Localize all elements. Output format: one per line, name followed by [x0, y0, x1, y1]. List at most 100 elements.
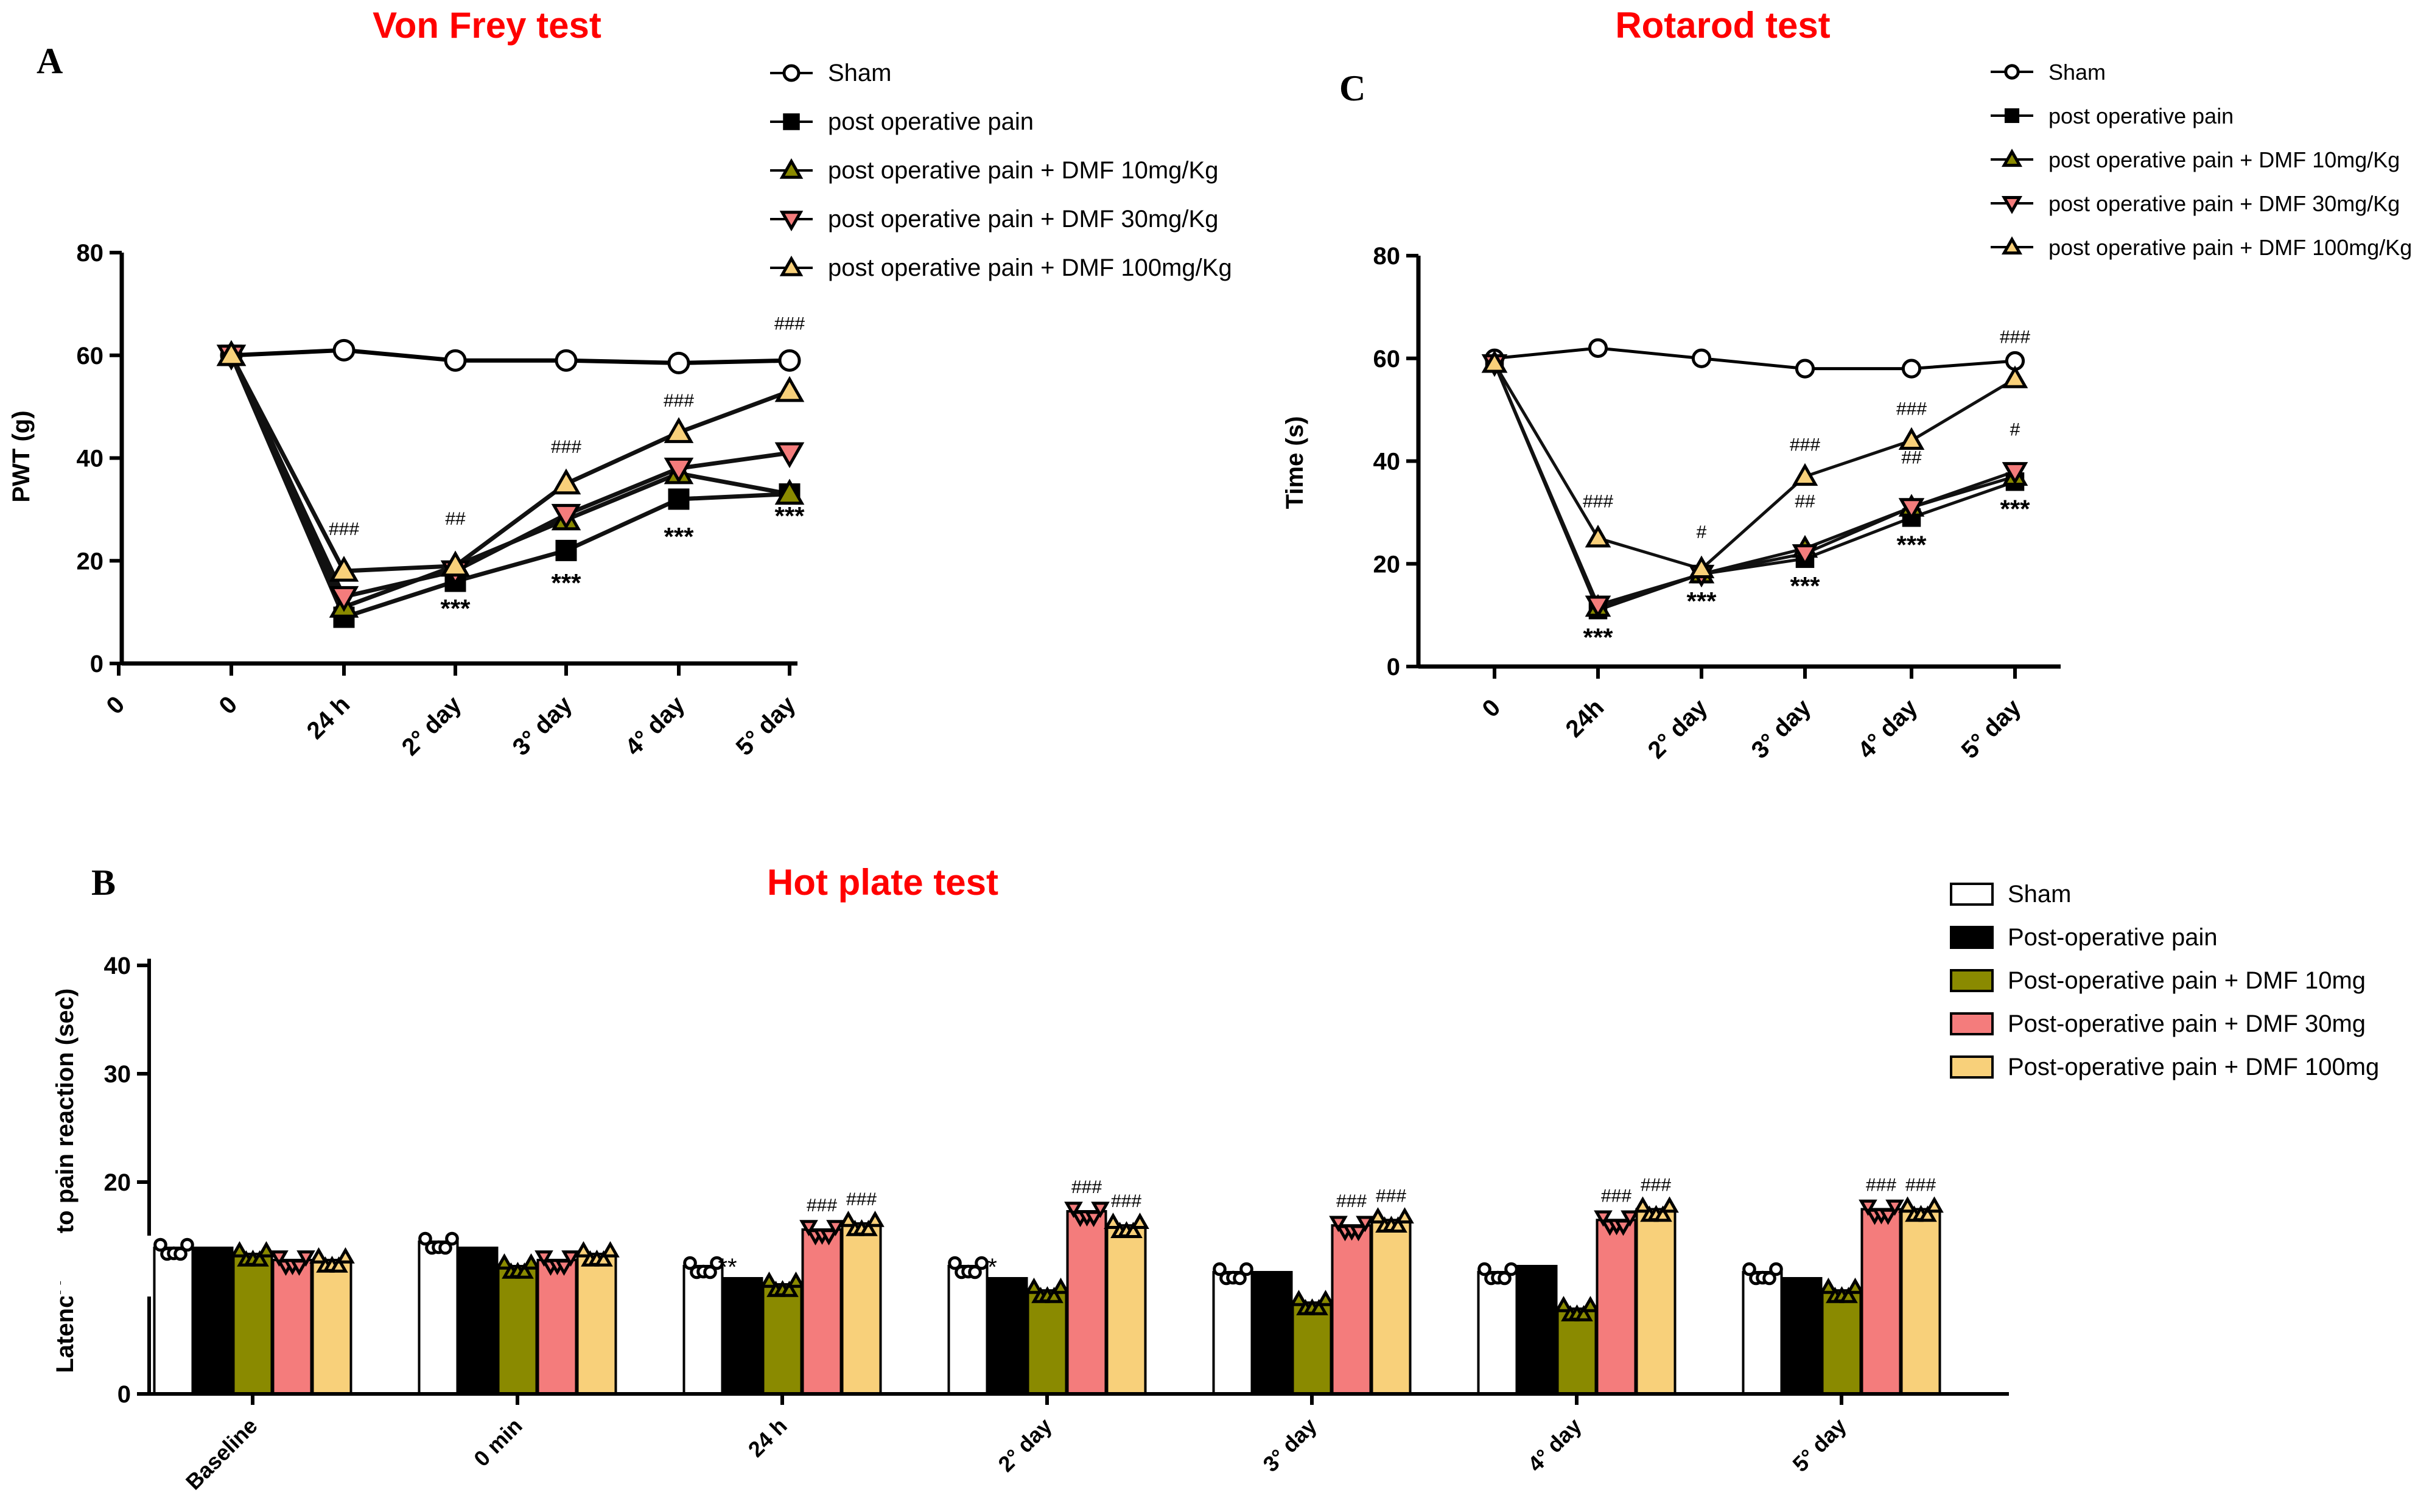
bar-data-point-dmf30 [1084, 1211, 1103, 1228]
panel-a-title: Von Frey test [373, 5, 601, 46]
legend-swatch-dmf10 [1950, 969, 1994, 992]
x-tick-label: 5° day [1957, 694, 2027, 764]
panel-a-y-ticks: 0 20 40 60 80 [77, 240, 122, 677]
bar-data-point-dmf100 [309, 1247, 328, 1264]
bar-data-point-dmf30 [819, 1229, 838, 1246]
legend-marker-dmf10 [779, 158, 804, 179]
data-point-sham [667, 351, 690, 374]
bar-dmf30 [1331, 1224, 1372, 1395]
data-point-dmf100 [329, 556, 359, 582]
significance-label: ### [1641, 1175, 1671, 1195]
bar-sham [1742, 1271, 1783, 1395]
y-tick-label: 80 [1373, 243, 1401, 270]
significance-label: ### [551, 437, 581, 457]
bar-data-point-dmf10 [495, 1253, 514, 1270]
y-tick-label: 0 [117, 1381, 131, 1408]
bar-data-point-dmf30 [270, 1250, 289, 1267]
y-tick-label: 20 [1373, 551, 1401, 578]
x-tick-label: 24h [1561, 694, 1610, 743]
bar-data-point-dmf10 [515, 1262, 534, 1279]
panel-c-letter: C [1339, 68, 1365, 108]
bar-data-point-dmf30 [826, 1220, 845, 1237]
bar-data-point-dmf10 [1554, 1295, 1573, 1312]
significance-label: ## [445, 509, 466, 529]
data-point-dmf30 [664, 457, 694, 484]
y-tick-label: 20 [77, 548, 104, 575]
data-point-dmf100 [1898, 427, 1925, 450]
y-tick-label: 60 [77, 343, 104, 369]
x-tick-label: 3° day [508, 691, 578, 761]
bar-dmf100 [841, 1222, 882, 1395]
bar-data-point-dmf100 [1653, 1205, 1672, 1222]
bar-data-point-dmf10 [1045, 1286, 1064, 1303]
panel-c-title: Rotarod test [1615, 5, 1830, 46]
significance-label: ### [1601, 1186, 1631, 1206]
series-line-dmf10 [229, 354, 790, 610]
data-point-sham [1901, 359, 1922, 379]
data-point-dmf100 [774, 376, 805, 402]
significance-label: *** [1583, 623, 1613, 651]
bar-data-point-dmf30 [1091, 1202, 1110, 1219]
panel-b-y-axis-label-upper: to pain reaction (sec) [52, 989, 79, 1233]
series-line-pain [1493, 363, 2016, 612]
bar-data-point-dmf10 [522, 1253, 541, 1270]
significance-label: *** [1790, 572, 1820, 600]
bar-data-point-dmf10 [780, 1280, 799, 1297]
bar-pain [457, 1247, 499, 1395]
legend-label-dmf100: Post-operative pain + DMF 100mg [2008, 1054, 2379, 1080]
data-point-dmf30 [329, 586, 359, 612]
data-point-dmf30 [1585, 595, 1611, 618]
bar-data-point-dmf30 [1594, 1210, 1613, 1227]
legend-label-pain: post operative pain [828, 108, 1034, 135]
x-tick-label: 0 [102, 691, 130, 719]
legend-label-dmf30: post operative pain + DMF 30mg/Kg [2048, 191, 2400, 216]
bar-data-point-dmf30 [296, 1250, 315, 1267]
bar-data-point-dmf10 [250, 1250, 269, 1267]
panel-a-x-ticks: 0 0 24 h 2° day 3° day 4° day 5° day [102, 663, 801, 761]
panel-a-y-axis-label: PWT (g) [8, 410, 35, 502]
data-point-sham [1588, 338, 1608, 358]
significance-label: ### [664, 391, 694, 411]
bar-data-point-dmf100 [1660, 1196, 1679, 1213]
data-point-sham [778, 349, 801, 372]
bar-data-point-dmf10 [787, 1271, 805, 1288]
y-tick-label: 0 [1387, 654, 1400, 681]
bar-data-point-dmf100 [1898, 1196, 1917, 1213]
significance-label: *** [1896, 530, 1927, 559]
bar-dmf100 [1635, 1208, 1677, 1395]
bar-data-point-dmf100 [601, 1241, 620, 1258]
panel-a-series [216, 338, 805, 628]
bar-data-point-dmf100 [1925, 1196, 1944, 1213]
bar-sham [1212, 1271, 1253, 1395]
bar-dmf100 [576, 1253, 617, 1395]
significance-label: *** [2000, 494, 2030, 523]
panel-b-bars [153, 1196, 1944, 1396]
significance-label: ### [846, 1189, 877, 1209]
bar-pain [1781, 1277, 1823, 1395]
x-tick-label: 24 h [302, 691, 356, 744]
bar-data-point-dmf100 [1918, 1205, 1937, 1222]
x-tick-label: 4° day [620, 691, 690, 761]
data-point-sham [444, 349, 467, 372]
significance-label: *** [440, 594, 471, 623]
y-tick-label: 30 [104, 1061, 131, 1088]
significance-label: ### [2000, 327, 2030, 347]
bar-data-point-dmf100 [1633, 1196, 1652, 1213]
significance-label: ### [1896, 399, 1927, 419]
data-point-sham [332, 338, 356, 362]
bar-data-point-dmf30 [1879, 1208, 1898, 1225]
legend-label-sham: Sham [2008, 881, 2072, 908]
significance-label: ### [774, 314, 805, 334]
series-line-sham [231, 348, 790, 365]
panel-c-x-ticks: 0 24h 2° day 3° day 4° day 5° day [1477, 667, 2027, 764]
y-tick-label: 60 [1373, 346, 1401, 373]
bar-data-point-dmf100 [859, 1219, 878, 1236]
legend-label-dmf100: post operative pain + DMF 100mg/Kg [828, 254, 1232, 281]
bar-data-point-sham [1762, 1271, 1776, 1286]
bar-dmf30 [536, 1259, 578, 1395]
data-point-pain [668, 488, 690, 510]
bar-data-point-dmf30 [1614, 1219, 1633, 1236]
bar-data-point-sham [438, 1241, 452, 1255]
significance-label: ### [1866, 1175, 1896, 1195]
x-tick-label: 0 [1477, 694, 1506, 723]
